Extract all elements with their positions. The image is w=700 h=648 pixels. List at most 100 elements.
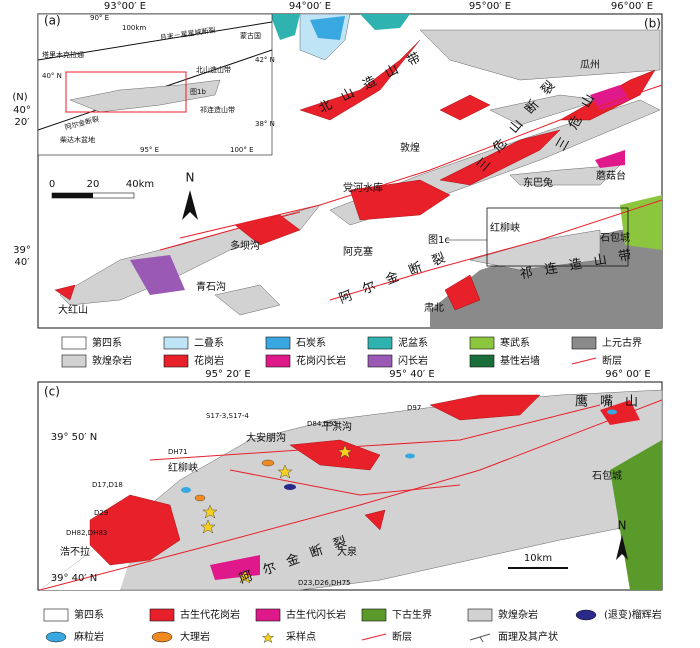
place: 石包城 — [600, 231, 630, 244]
legend-swatch — [61, 336, 87, 350]
sample-label: D29 — [94, 509, 108, 517]
legend-label: 花岗闪长岩 — [296, 354, 346, 367]
place: 青石沟 — [196, 280, 226, 293]
lon-label: 95° 20′ E — [205, 369, 250, 380]
lon-label: 95° 40′ E — [389, 369, 434, 380]
legend-swatch — [45, 631, 67, 643]
legend-swatch — [163, 336, 189, 350]
panel-label: (c) — [44, 385, 60, 399]
north-arrow: N — [618, 519, 627, 533]
legend-label: 古生代花岗岩 — [180, 608, 240, 621]
panel-label: (b) — [644, 17, 661, 31]
legend-label: 面理及其产状 — [498, 630, 558, 643]
place: 瓜州 — [580, 59, 600, 71]
north-arrow: N — [186, 171, 195, 185]
place: 东巴兔 — [523, 176, 553, 189]
place: 肃北 — [424, 302, 444, 314]
legend-swatch — [479, 636, 484, 643]
sample-label: D23,D26,DH75 — [298, 579, 351, 587]
lon-label: 94°00′ E — [289, 1, 331, 12]
inset-text: 北山造山带 — [196, 65, 231, 74]
legend-swatch — [265, 336, 291, 350]
inset-text: 90° E — [90, 14, 109, 22]
legend-label: 断层 — [602, 354, 622, 367]
legend-label: 上元古界 — [602, 336, 642, 349]
legend-swatch — [149, 608, 175, 622]
inset-frame — [37, 13, 273, 156]
legend-label: 花岗岩 — [194, 354, 224, 367]
legend-label: 闪长岩 — [398, 354, 428, 367]
place: 石包城 — [592, 469, 622, 482]
sample-label: D17,D18 — [92, 481, 123, 489]
scale-label: 20 — [87, 179, 100, 190]
panel-b-geology — [54, 13, 663, 328]
lat-label: (N) — [12, 92, 27, 103]
legend-label: 断层 — [392, 630, 412, 643]
legend-swatch — [469, 354, 495, 368]
lat-label: 39° 40′ N — [51, 573, 98, 584]
legend-label: 二叠系 — [194, 337, 224, 349]
place: 敦煌 — [400, 141, 420, 154]
legend-swatch — [571, 336, 597, 350]
sample-label: D84,D91 — [307, 420, 338, 428]
place: 浩不拉 — [60, 545, 90, 558]
legend-swatch — [151, 631, 173, 643]
inset-text: 图1b — [190, 88, 206, 96]
place: 鹰嘴山 — [575, 394, 650, 410]
lat-label: 39° 50′ N — [51, 432, 98, 443]
inset-text: 蒙古国 — [240, 31, 261, 40]
legend-swatch — [61, 354, 87, 368]
inset-text: 40° N — [42, 72, 62, 80]
sample-label: DH71 — [168, 448, 188, 456]
sample-label: S17-3,S17-4 — [206, 412, 249, 420]
legend-swatch — [469, 336, 495, 350]
place: 大安朋沟 — [246, 431, 286, 444]
place: 蘑菇台 — [596, 169, 626, 182]
place: 党河水库 — [343, 181, 383, 194]
lon-label: 93°00′ E — [104, 1, 146, 12]
legend-label: 第四系 — [92, 336, 122, 349]
sample-label: D97 — [407, 404, 421, 412]
place: 多坝沟 — [230, 239, 260, 252]
legend-swatch — [163, 354, 189, 368]
scale-label: 10km — [524, 553, 552, 564]
lat-label: 20′ — [15, 117, 31, 128]
lat-label: 40° — [13, 105, 31, 116]
lon-label: 96° 00′ E — [605, 369, 650, 380]
legend-swatch — [361, 608, 387, 622]
lat-label: 39° — [13, 245, 31, 256]
legend-label: 古生代闪长岩 — [286, 608, 346, 621]
inset-text: 38° N — [255, 120, 275, 128]
inset-text: 塔里木克拉通 — [42, 50, 84, 59]
inset-text: 100° E — [230, 146, 254, 154]
figure-ref: 图1c — [428, 234, 450, 246]
legend-swatch — [367, 354, 393, 368]
inset-text: 柴达木盆地 — [60, 135, 95, 144]
panel-label: (a) — [44, 14, 61, 28]
lon-label: 95°00′ E — [469, 1, 511, 12]
place: 干洪沟 — [322, 420, 352, 433]
legend-label: 第四系 — [74, 608, 104, 621]
place: 大泉 — [337, 545, 357, 558]
legend-label: 石炭系 — [296, 337, 326, 349]
legend-label: 泥盆系 — [398, 336, 428, 349]
legend-swatch — [43, 608, 69, 622]
inset-text: 祁连造山带 — [200, 105, 235, 114]
legend-label: 采样点 — [286, 630, 316, 643]
legend-label: 下古生界 — [392, 608, 432, 621]
legend-label: 敦煌杂岩 — [498, 608, 538, 621]
inset-text: 100km — [122, 24, 146, 32]
legend-label: 麻粒岩 — [74, 630, 104, 643]
scale-label: 40km — [126, 179, 154, 190]
lat-label: 40′ — [15, 257, 31, 268]
place: 红柳峡 — [490, 221, 520, 234]
panel-c-geology — [39, 389, 663, 591]
place: 大红山 — [58, 303, 88, 316]
legend-label: 敦煌杂岩 — [92, 354, 132, 367]
inset-text: 42° N — [255, 56, 275, 64]
legend-swatch — [571, 357, 597, 365]
legend-swatch — [265, 354, 291, 368]
